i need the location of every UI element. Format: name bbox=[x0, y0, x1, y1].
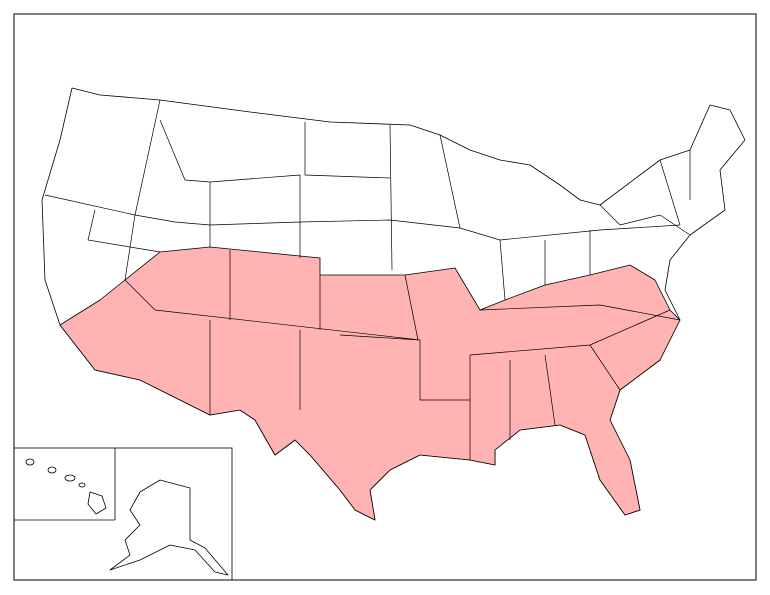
highlighted-states bbox=[59, 246, 681, 521]
state-borders bbox=[44, 99, 691, 460]
inset-frame bbox=[13, 447, 233, 581]
alaska bbox=[109, 479, 229, 576]
map-frame bbox=[13, 13, 757, 581]
hawaii bbox=[25, 458, 107, 515]
